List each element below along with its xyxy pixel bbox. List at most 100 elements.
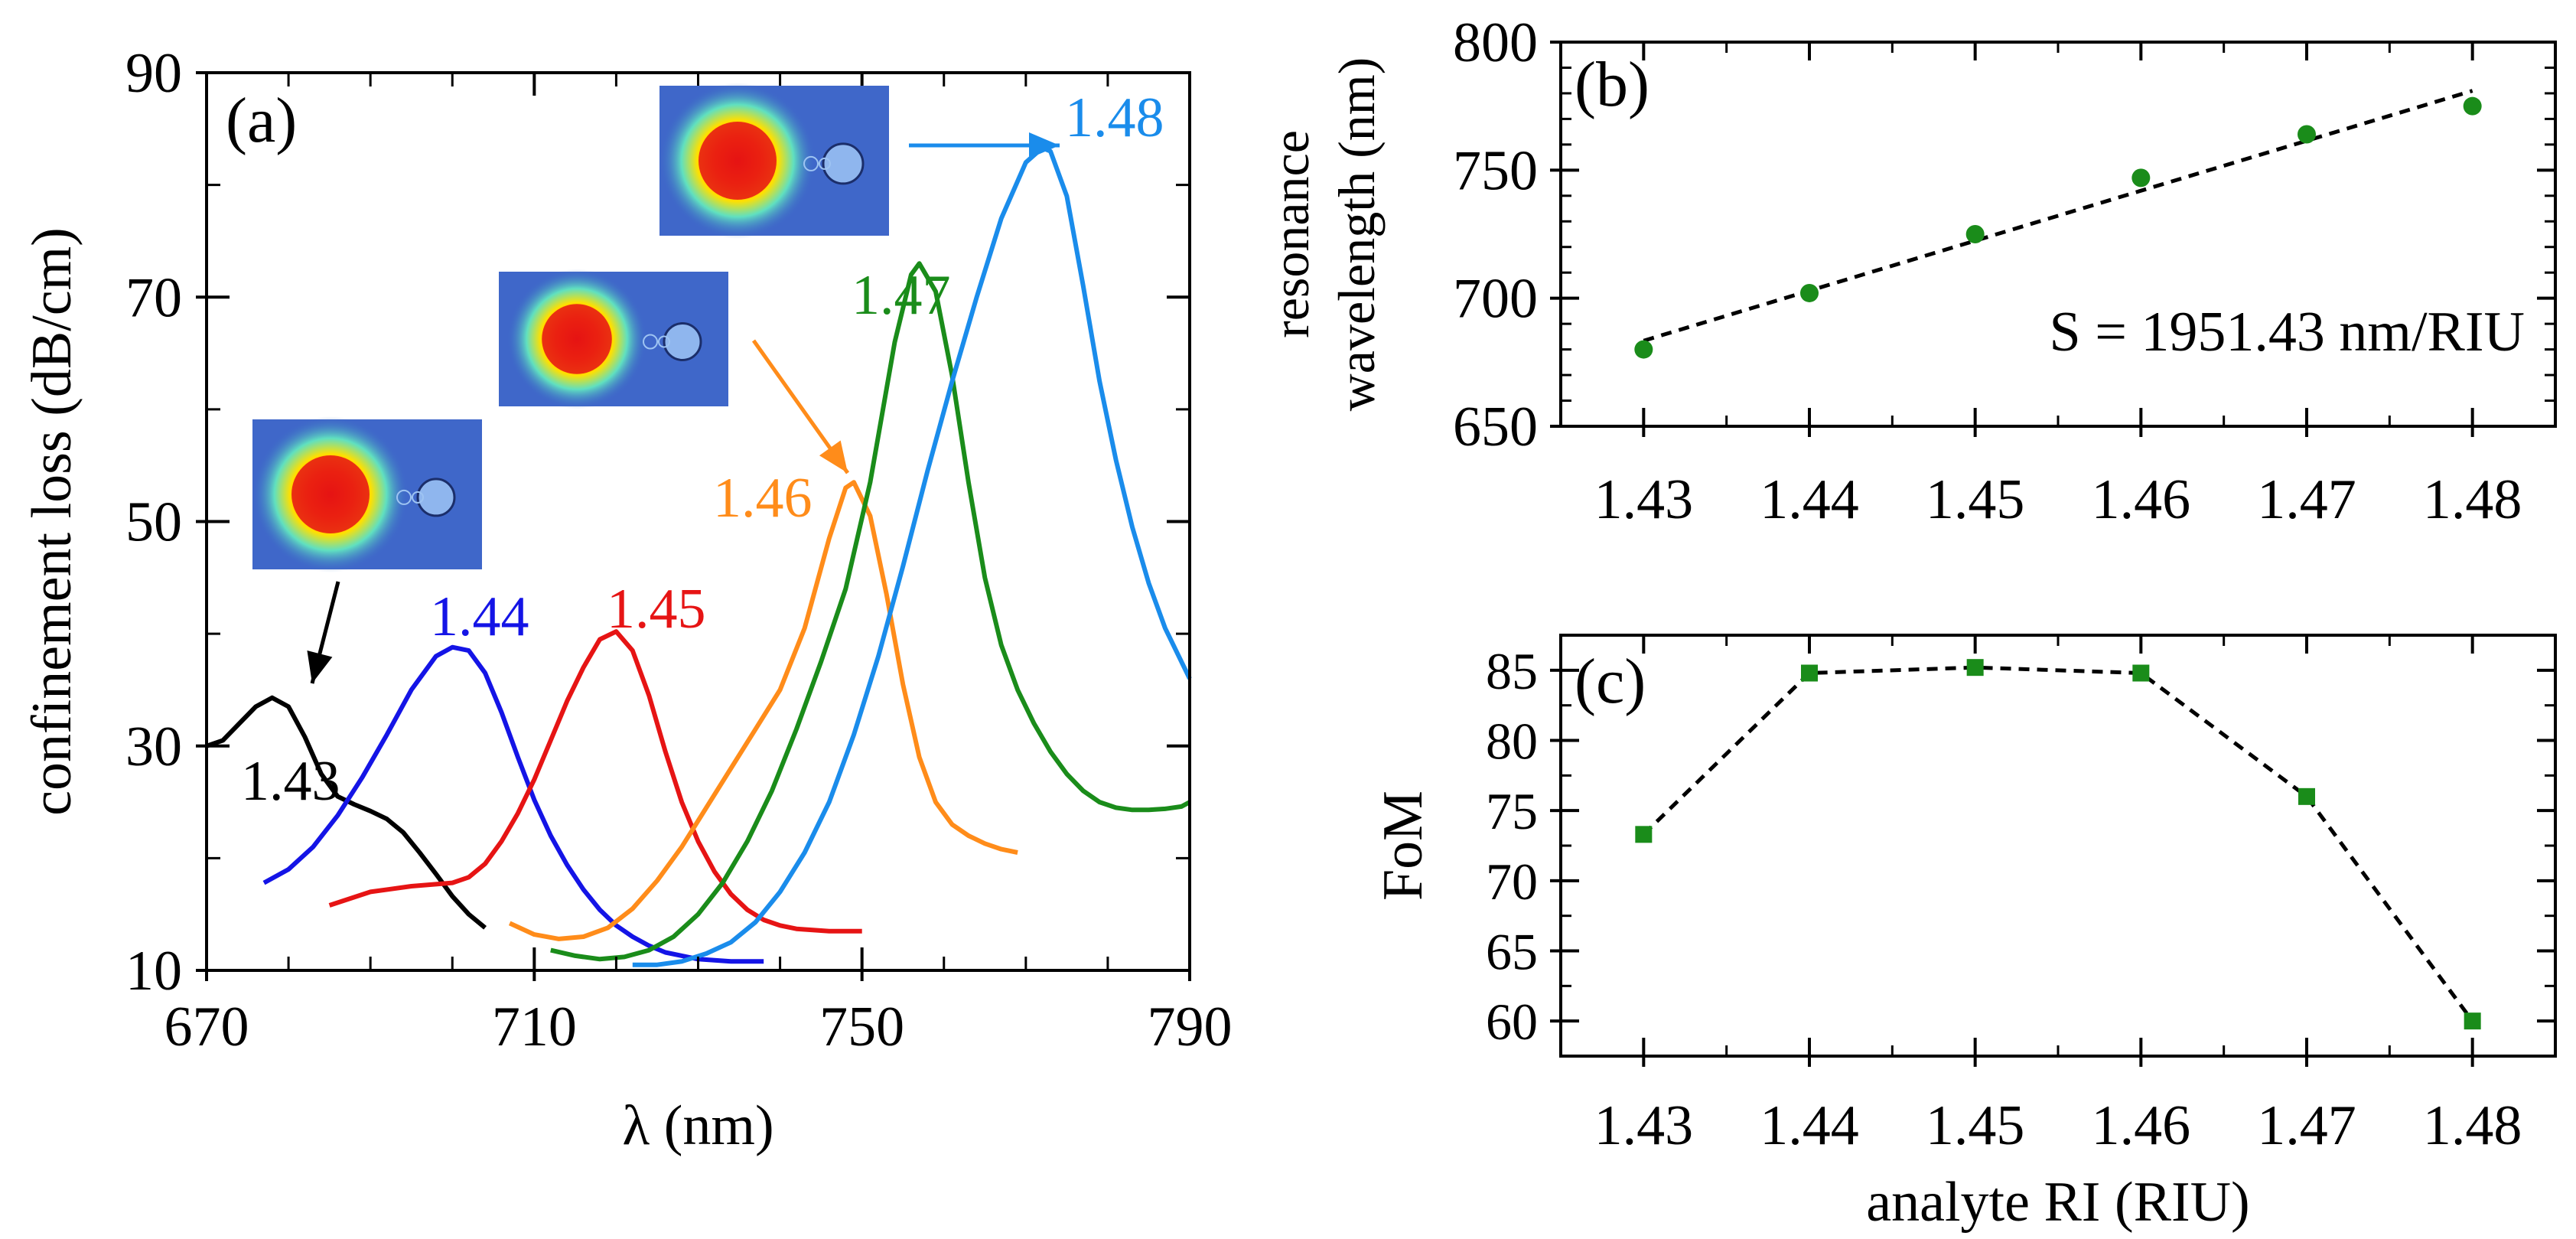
y-axis-label: confinement loss (dB/cm) (21, 227, 83, 816)
y-tick-label: 10 (125, 940, 182, 1003)
y-tick-label: 90 (125, 42, 182, 105)
x-ticks (1559, 42, 2557, 437)
y-tick-label: 50 (125, 491, 182, 554)
data-point (2298, 125, 2316, 144)
series-line-1-48 (632, 145, 1192, 967)
curve-label-1-47: 1.47 (852, 264, 951, 327)
mode-field-inset-1-43 (252, 416, 482, 572)
x-tick-label: 1.47 (2257, 1094, 2356, 1157)
x-tick-label: 1.48 (2423, 468, 2522, 531)
inset-air-hole (643, 334, 658, 350)
y-tick-label: 85 (1486, 642, 1538, 700)
inset-air-hole (396, 489, 412, 505)
y-axis-label: FoM (1372, 791, 1435, 901)
panel-a: 670 710 750 790 10 30 50 70 90 λ (nm) confinement … (21, 42, 1233, 1157)
curve-label-1-48: 1.48 (1065, 86, 1164, 149)
data-point (1966, 659, 1984, 677)
inset-mode-core (291, 455, 370, 533)
x-axis-label: analyte RI (RIU) (1866, 1171, 2249, 1234)
x-tick-label: 1.45 (1926, 1094, 2025, 1157)
arrow-head (819, 440, 848, 473)
panel-c-frame (1559, 634, 2557, 1058)
inset-analyte-channel (663, 322, 702, 362)
x-tick-label: 1.47 (2257, 468, 2356, 531)
x-tick-label: 1.45 (1926, 468, 2025, 531)
x-tick-label: 1.46 (2092, 468, 2191, 531)
y-tick-label: 700 (1453, 268, 1538, 331)
arrow-1-48 (909, 132, 1060, 158)
panel-label-b: (b) (1575, 49, 1649, 120)
mode-field-inset-1-48 (659, 83, 889, 239)
arrow-1-43 (307, 581, 340, 684)
series-line-1-47 (550, 261, 1191, 962)
arrow-1-46 (751, 339, 850, 474)
panel-c: 1.43 1.44 1.45 1.46 1.47 1.48 60 65 70 75 80 85 FoM a… (1372, 634, 2557, 1234)
x-tick-label: 1.44 (1760, 468, 1859, 531)
x-tick-label: 1.43 (1594, 468, 1694, 531)
inset-analyte-channel (416, 478, 456, 517)
y-ticks (1550, 634, 2555, 1058)
panel-b: 1.43 1.44 1.45 1.46 1.47 1.48 650 700 750 800 reso… (1262, 11, 2557, 531)
y-tick-label: 30 (125, 716, 182, 778)
data-point (1635, 826, 1653, 843)
data-point (2463, 96, 2482, 116)
mode-field-inset-1-46 (499, 269, 728, 409)
inset-air-hole (803, 155, 819, 171)
data-point (1800, 283, 1819, 302)
y-tick-label: 65 (1486, 923, 1538, 981)
sensitivity-annotation: S = 1951.43 nm/RIU (2050, 301, 2525, 364)
y-axis-label-line-2: wavelength (nm) (1327, 57, 1386, 412)
data-point (2131, 168, 2151, 187)
y-tick-label: 70 (1486, 853, 1538, 911)
inset-air-hole (658, 335, 670, 348)
y-tick-label: 800 (1453, 11, 1538, 74)
data-point (2298, 787, 2315, 805)
y-tick-label: 80 (1486, 712, 1538, 771)
data-point (2464, 1012, 2481, 1030)
curve-label-1-43: 1.43 (241, 750, 340, 813)
panel-b-frame (1559, 41, 2557, 428)
data-point (1801, 664, 1818, 682)
linear-fit-line (1643, 89, 2473, 343)
curve-label-1-44: 1.44 (430, 585, 529, 648)
panel-label-c: (c) (1575, 646, 1646, 717)
fom-dashed-line (1642, 665, 2474, 1022)
series-line-1-43 (206, 695, 487, 930)
inset-air-hole (412, 491, 424, 504)
x-tick-label: 1.46 (2092, 1094, 2191, 1157)
x-tick-label: 1.44 (1760, 1094, 1859, 1157)
inset-analyte-channel (822, 142, 865, 185)
x-tick-label: 710 (492, 996, 577, 1058)
data-point (1634, 340, 1653, 359)
x-ticks (1559, 635, 2557, 1067)
x-tick-label: 750 (819, 996, 904, 1058)
y-ticks (196, 71, 1190, 972)
arrow-head (307, 650, 333, 683)
y-axis-label: resonance wavelength (nm) (1262, 57, 1386, 412)
y-tick-label: 60 (1486, 993, 1538, 1051)
series-line-1-45 (328, 629, 862, 934)
curve-label-1-45: 1.45 (607, 578, 706, 641)
y-tick-label: 750 (1453, 139, 1538, 202)
y-axis-label-line-1: resonance (1262, 130, 1320, 338)
curve-label-1-46: 1.46 (713, 467, 813, 530)
x-axis-label: λ (nm) (622, 1094, 773, 1157)
inset-mode-core (542, 304, 612, 374)
y-tick-label: 650 (1453, 396, 1538, 458)
arrow-head (1029, 132, 1060, 158)
y-tick-label: 70 (125, 266, 182, 329)
x-tick-label: 790 (1148, 996, 1233, 1058)
inset-mode-core (699, 122, 777, 200)
y-ticks (1550, 41, 2555, 428)
x-tick-label: 1.48 (2423, 1094, 2522, 1157)
x-tick-label: 670 (164, 996, 249, 1058)
data-point (1965, 225, 1985, 243)
data-point (2132, 664, 2150, 682)
series-line-1-46 (508, 480, 1018, 941)
x-ticks (205, 73, 1191, 981)
panel-label-a: (a) (226, 85, 297, 156)
x-tick-label: 1.43 (1594, 1094, 1694, 1157)
inset-air-hole (819, 157, 831, 170)
y-tick-label: 75 (1486, 782, 1538, 840)
